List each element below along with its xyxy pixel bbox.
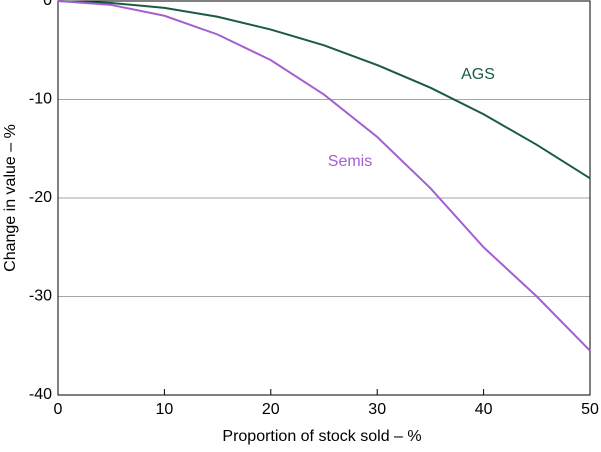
x-tick-label: 20 bbox=[262, 401, 280, 418]
x-axis-label: Proportion of stock sold – % bbox=[222, 428, 421, 445]
y-tick-label: -10 bbox=[29, 91, 52, 108]
x-tick-label: 10 bbox=[156, 401, 174, 418]
x-tick-label: 40 bbox=[475, 401, 493, 418]
series-label: Semis bbox=[328, 153, 372, 170]
plot-frame bbox=[57, 0, 591, 396]
x-tick-label: 0 bbox=[54, 401, 63, 418]
series-label: AGS bbox=[461, 66, 495, 83]
series-line bbox=[57, 0, 591, 180]
x-tick-label: 30 bbox=[368, 401, 386, 418]
y-tick-label: -20 bbox=[29, 189, 52, 206]
y-axis-label: Change in value – % bbox=[2, 124, 19, 272]
series-line bbox=[57, 0, 591, 352]
x-tick-label: 50 bbox=[581, 401, 599, 418]
y-tick-label: -30 bbox=[29, 288, 52, 305]
y-tick-label: 0 bbox=[43, 0, 52, 9]
y-tick-label: -40 bbox=[29, 386, 52, 403]
